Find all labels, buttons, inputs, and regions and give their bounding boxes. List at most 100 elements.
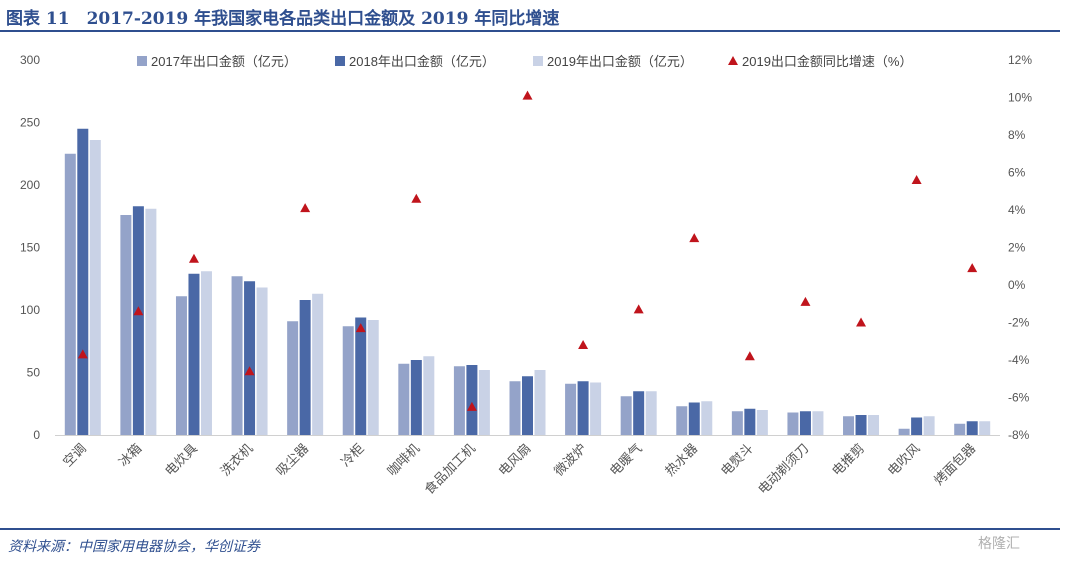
bar-2017 (731, 411, 743, 435)
bar-2019 (590, 382, 602, 435)
x-category-label: 冰箱 (116, 441, 146, 471)
x-category-label: 电风扇 (495, 441, 534, 480)
legend-swatch (335, 56, 345, 66)
y-left-tick-label: 0 (33, 428, 40, 442)
bar-2018 (744, 408, 756, 435)
growth-marker (522, 90, 533, 100)
y-left-tick-label: 200 (20, 178, 40, 192)
growth-marker (800, 296, 811, 306)
growth-marker (133, 306, 144, 316)
bar-2019 (256, 287, 268, 435)
growth-marker (967, 263, 978, 273)
growth-marker (411, 193, 422, 203)
growth-marker (244, 366, 255, 376)
legend-swatch (533, 56, 543, 66)
bar-2018 (577, 381, 589, 435)
chart-svg: 300 250 200 150 100 50 0 12% 10% 8% 6% 4% 2% 0% -2% -4%… (20, 53, 1032, 498)
x-category-label: 电熨斗 (718, 441, 756, 479)
y-left-tick-label: 100 (20, 303, 40, 317)
bar-2018 (188, 273, 200, 435)
bar-2019 (478, 370, 490, 435)
legend-label: 2017年出口金额（亿元） (151, 54, 297, 69)
x-category-label: 电暖气 (607, 441, 646, 480)
bar-2017 (287, 321, 299, 435)
y-left-tick-label: 300 (20, 53, 40, 67)
bar-2018 (522, 376, 533, 435)
growth-marker (911, 175, 922, 184)
bar-2019 (89, 140, 101, 435)
bar-2018 (410, 360, 422, 435)
bar-2017 (620, 396, 632, 435)
bar-2018 (132, 206, 144, 435)
x-category-label: 烤面包器 (932, 441, 979, 488)
growth-marker (633, 304, 644, 314)
y-right-tick-label: 4% (1008, 203, 1026, 217)
x-category-label: 吸尘器 (274, 441, 312, 479)
bar-2017 (954, 423, 966, 435)
bar-2017 (120, 215, 132, 435)
y-left-tick-label: 50 (27, 366, 41, 380)
x-category-label: 空调 (61, 441, 90, 470)
title-bar: 图表 11 2017-2019 年我国家电各品类出口金额及 2019 年同比增速 (0, 0, 1060, 32)
growth-marker (578, 340, 589, 349)
x-category-label: 电推剪 (829, 441, 868, 480)
y-right-tick-label: 10% (1008, 91, 1032, 105)
x-category-label: 食品加工机 (421, 441, 478, 498)
bar-2017 (398, 363, 410, 435)
y-right-tick-label: 6% (1008, 166, 1026, 180)
bar-2019 (423, 356, 435, 435)
bar-2017 (898, 428, 910, 435)
legend-growth-marker (728, 56, 738, 65)
footer-rule (0, 528, 1060, 530)
x-category-label: 冷柜 (339, 441, 368, 470)
bar-2017 (565, 383, 577, 435)
bar-2018 (688, 402, 700, 435)
bar-2019 (645, 391, 657, 435)
bar-2019 (701, 401, 713, 435)
bar-2017 (787, 412, 799, 435)
y-left-tick-label: 150 (20, 241, 40, 255)
bar-2017 (843, 416, 855, 435)
y-right-tick-label: 12% (1008, 53, 1032, 67)
bar-2017 (509, 381, 521, 435)
growth-marker (466, 401, 477, 411)
chart-title: 图表 11 2017-2019 年我国家电各品类出口金额及 2019 年同比增速 (6, 9, 560, 29)
legend-label: 2019年出口金额（亿元） (547, 54, 693, 69)
x-category-label: 洗衣机 (217, 441, 256, 480)
bar-2019 (812, 411, 824, 435)
y-right-tick-label: 8% (1008, 128, 1026, 142)
bar-2019 (923, 416, 935, 435)
bar-2019 (145, 208, 157, 435)
bar-2018 (799, 411, 811, 435)
x-category-label: 电炊具 (163, 441, 201, 479)
bar-2018 (966, 421, 978, 435)
bar-2017 (64, 153, 76, 435)
growth-marker (689, 233, 700, 243)
bar-2018 (633, 391, 645, 435)
bar-2017 (453, 366, 465, 435)
bar-2017 (231, 276, 243, 435)
y-right-tick-label: 0% (1008, 278, 1026, 292)
bar-2019 (534, 370, 546, 435)
x-category-label: 电动剃须刀 (756, 441, 813, 498)
bar-2019 (756, 410, 768, 435)
growth-marker (77, 349, 88, 359)
bar-2019 (367, 320, 379, 435)
legend-label: 2018年出口金额（亿元） (349, 54, 495, 69)
bar-2017 (342, 326, 354, 435)
bar-2018 (911, 417, 923, 435)
bar-2019 (868, 415, 880, 435)
x-category-label: 热水器 (663, 441, 701, 479)
bar-2017 (676, 406, 688, 435)
bar-2019 (979, 421, 991, 435)
bar-2018 (855, 415, 867, 435)
legend-swatch (137, 56, 147, 66)
growth-marker (300, 203, 311, 213)
y-right-tick-label: 2% (1008, 241, 1026, 255)
bar-2017 (175, 296, 187, 435)
x-category-label: 微波炉 (552, 441, 590, 479)
y-right-tick-label: -6% (1008, 391, 1030, 405)
growth-marker (856, 317, 867, 327)
x-category-label: 电吹风 (885, 441, 923, 479)
bar-2018 (77, 128, 89, 435)
